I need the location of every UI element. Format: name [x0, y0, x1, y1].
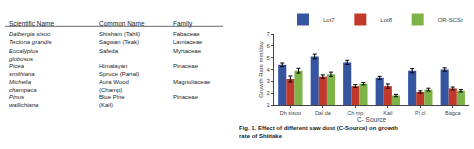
- svg-text:1: 1: [267, 102, 271, 108]
- svg-text:Ch mp: Ch mp: [347, 110, 363, 116]
- svg-text:Dalbergia sisoo: Dalbergia sisoo: [9, 31, 51, 37]
- svg-text:HimalayanSpruce (Partal): HimalayanSpruce (Partal): [99, 63, 139, 77]
- svg-text:Fabaceae: Fabaceae: [173, 31, 200, 37]
- svg-text:Lot8: Lot8: [380, 17, 392, 23]
- svg-text:Shisham (Tahli): Shisham (Tahli): [99, 31, 140, 37]
- svg-text:Piceasmithiana: Piceasmithiana: [9, 63, 35, 77]
- svg-text:Growth Rate mm/day: Growth Rate mm/day: [258, 41, 264, 98]
- svg-text:Sagwan (Teak): Sagwan (Teak): [99, 39, 139, 45]
- svg-text:Aura Wood(Champ): Aura Wood(Champ): [99, 79, 129, 93]
- svg-text:7: 7: [267, 31, 271, 37]
- svg-text:3: 3: [267, 78, 271, 84]
- svg-text:Eucalyptusglobosus: Eucalyptusglobosus: [9, 48, 38, 62]
- svg-text:Pinaceae: Pinaceae: [173, 94, 199, 100]
- svg-text:Safeda: Safeda: [99, 48, 119, 54]
- svg-text:Bagca: Bagca: [445, 110, 462, 116]
- svg-text:Magnoliaceae: Magnoliaceae: [173, 79, 211, 85]
- svg-text:Lot7: Lot7: [323, 17, 335, 23]
- svg-text:4: 4: [267, 67, 271, 73]
- svg-text:Blue Pine(Kail): Blue Pine(Kail): [99, 94, 125, 108]
- svg-text:6: 6: [267, 43, 271, 49]
- svg-text:Pinaceae: Pinaceae: [173, 63, 199, 69]
- svg-text:Kail: Kail: [383, 110, 392, 116]
- svg-text:Family: Family: [173, 20, 193, 28]
- svg-text:Micheliachampaca: Micheliachampaca: [9, 79, 37, 93]
- svg-text:Scientific Name: Scientific Name: [9, 20, 55, 27]
- svg-text:5: 5: [267, 55, 271, 61]
- svg-text:Dal da: Dal da: [315, 110, 332, 116]
- svg-text:Common Name: Common Name: [99, 20, 145, 27]
- svg-text:OR-SCSt: OR-SCSt: [438, 17, 463, 23]
- svg-text:Pinuswallichiana: Pinuswallichiana: [9, 94, 39, 108]
- svg-text:Dh sisoo: Dh sisoo: [280, 110, 301, 116]
- svg-text:C- Source: C- Source: [357, 116, 387, 123]
- svg-text:Pi cl: Pi cl: [415, 110, 425, 116]
- svg-text:2: 2: [267, 90, 271, 96]
- svg-text:Fig. 1. Effect of different sa: Fig. 1. Effect of different saw dust (C-…: [239, 125, 398, 139]
- svg-text:Lamiaceae: Lamiaceae: [173, 39, 203, 45]
- svg-text:Tectona grandis: Tectona grandis: [9, 39, 51, 45]
- svg-text:Myrtaceae: Myrtaceae: [173, 48, 202, 54]
